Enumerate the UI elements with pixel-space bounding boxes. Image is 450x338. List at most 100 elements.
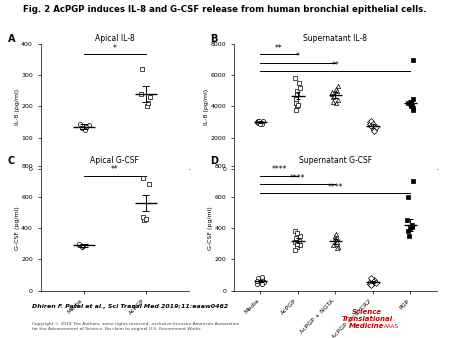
Text: ****: **** bbox=[271, 165, 287, 174]
Point bbox=[140, 218, 148, 223]
Text: **: ** bbox=[331, 61, 339, 70]
Point bbox=[334, 244, 342, 249]
Point bbox=[330, 93, 338, 98]
Point bbox=[291, 228, 298, 234]
Title: Apical IL-8: Apical IL-8 bbox=[95, 34, 135, 43]
Point bbox=[76, 243, 83, 248]
Point bbox=[297, 243, 304, 248]
Point bbox=[296, 85, 303, 91]
Point bbox=[294, 104, 301, 109]
Point bbox=[254, 280, 261, 286]
Point bbox=[293, 244, 301, 249]
Point bbox=[138, 66, 145, 72]
Point bbox=[253, 278, 261, 283]
Point bbox=[79, 243, 86, 249]
Point bbox=[146, 182, 153, 187]
Text: C: C bbox=[8, 155, 15, 166]
Point bbox=[258, 277, 265, 283]
Point bbox=[407, 104, 414, 109]
Point bbox=[332, 236, 339, 242]
Point bbox=[407, 99, 414, 104]
Point bbox=[260, 118, 267, 123]
Point bbox=[335, 97, 342, 103]
Point bbox=[368, 123, 375, 129]
Point bbox=[293, 96, 300, 101]
Text: **: ** bbox=[111, 165, 119, 174]
Point bbox=[146, 94, 153, 100]
Point bbox=[293, 235, 300, 240]
Point bbox=[81, 127, 89, 132]
Point bbox=[296, 233, 303, 239]
Point bbox=[369, 122, 376, 128]
Point bbox=[332, 233, 339, 239]
Point bbox=[292, 76, 299, 81]
Point bbox=[253, 119, 261, 125]
Point bbox=[144, 101, 152, 106]
Point bbox=[137, 91, 144, 97]
Point bbox=[333, 246, 341, 251]
Point bbox=[369, 122, 377, 127]
Point bbox=[333, 235, 340, 240]
Text: Copyright © 2019 The Authors, some rights reserved; exclusive licensee American : Copyright © 2019 The Authors, some right… bbox=[32, 322, 239, 331]
Point bbox=[293, 230, 300, 236]
Point bbox=[370, 129, 378, 134]
Point bbox=[404, 218, 411, 223]
Point bbox=[405, 101, 412, 106]
Point bbox=[255, 119, 262, 124]
Point bbox=[335, 83, 342, 89]
Point bbox=[372, 280, 379, 286]
Point bbox=[258, 276, 265, 282]
Point bbox=[406, 225, 413, 231]
Point bbox=[409, 224, 416, 229]
Text: ****: **** bbox=[290, 174, 306, 183]
Point bbox=[293, 241, 300, 246]
Point bbox=[372, 124, 379, 129]
Point bbox=[410, 96, 417, 101]
Point bbox=[369, 126, 376, 131]
Point bbox=[328, 90, 336, 95]
Point bbox=[366, 281, 373, 286]
Point bbox=[333, 240, 341, 245]
Point bbox=[366, 121, 373, 126]
Point bbox=[409, 102, 416, 107]
Point bbox=[329, 99, 336, 104]
Text: A: A bbox=[8, 34, 15, 44]
Text: Dhiren F. Patel et al., Sci Transl Med 2019;11:eaaw0462: Dhiren F. Patel et al., Sci Transl Med 2… bbox=[32, 304, 228, 309]
Point bbox=[76, 121, 84, 126]
Point bbox=[143, 104, 150, 109]
Point bbox=[140, 175, 147, 181]
Point bbox=[255, 119, 262, 125]
Point bbox=[260, 280, 267, 285]
Point bbox=[79, 126, 86, 131]
Point bbox=[293, 91, 301, 97]
Point bbox=[333, 238, 340, 243]
Point bbox=[333, 241, 340, 246]
Point bbox=[259, 282, 266, 287]
Text: *: * bbox=[296, 52, 300, 62]
Point bbox=[85, 122, 92, 128]
Point bbox=[410, 107, 417, 112]
Point bbox=[369, 278, 376, 283]
Point bbox=[408, 222, 415, 228]
Y-axis label: IL-8 (pg/ml): IL-8 (pg/ml) bbox=[15, 89, 20, 124]
Point bbox=[410, 178, 417, 184]
Point bbox=[75, 241, 82, 246]
Point bbox=[368, 283, 375, 288]
Point bbox=[328, 91, 336, 97]
Point bbox=[143, 216, 150, 221]
Title: Supernatant IL-8: Supernatant IL-8 bbox=[303, 34, 367, 43]
Point bbox=[367, 119, 374, 125]
Point bbox=[258, 275, 265, 280]
Point bbox=[259, 121, 266, 126]
Point bbox=[140, 215, 147, 220]
Point bbox=[370, 127, 378, 132]
Point bbox=[77, 242, 84, 247]
Point bbox=[405, 233, 413, 239]
Point bbox=[329, 243, 336, 248]
Text: AAAS: AAAS bbox=[384, 324, 399, 329]
Point bbox=[366, 280, 373, 285]
Point bbox=[334, 88, 341, 94]
Point bbox=[293, 101, 300, 106]
Title: Supernatant G-CSF: Supernatant G-CSF bbox=[299, 156, 372, 165]
Point bbox=[332, 101, 339, 106]
